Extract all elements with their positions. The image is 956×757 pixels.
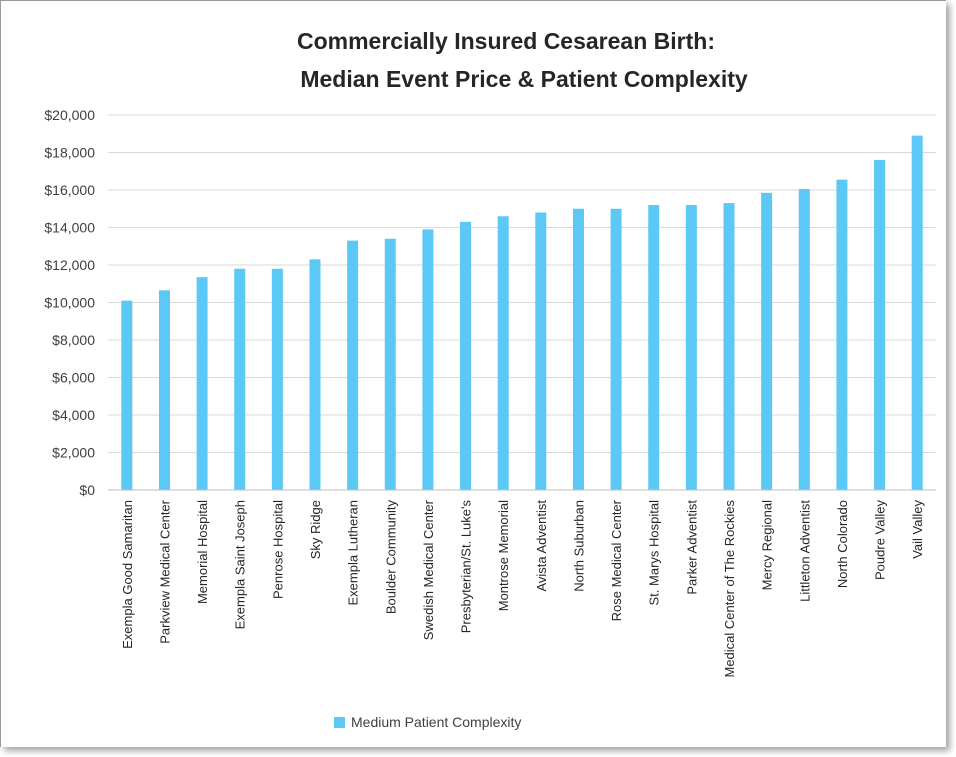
x-tick-label: Mercy Regional [760,500,775,590]
bar [761,192,773,490]
legend: Medium Patient Complexity [334,714,521,730]
x-tick-label: Memorial Hospital [195,500,210,604]
x-tick-label: Swedish Medical Center [421,499,436,640]
gridlines [108,114,936,453]
x-tick-label: Montrose Memorial [496,500,511,611]
x-tick-label: Avista Adventist [534,500,549,592]
y-axis-ticks: $0 $2,000 $4,000 $6,000 $8,000 $10,000 $12,000… [44,107,95,498]
x-tick-label: Presbyterian/St. Luke's [459,500,474,634]
x-tick-label: Sky Ridge [308,500,323,559]
bar [271,268,283,490]
y-tick-label: $2,000 [52,445,95,461]
x-axis-labels: Exempla Good Samaritan Parkview Medical C… [120,499,925,677]
y-tick-label: $8,000 [52,332,95,348]
x-tick-label: Littleton Adventist [797,500,812,602]
legend-label: Medium Patient Complexity [351,714,521,730]
bar [610,208,622,490]
x-tick-label: Parker Adventist [684,500,699,595]
bar [685,205,697,490]
y-tick-label: $16,000 [44,182,95,198]
bar [234,268,246,490]
bar [648,205,660,490]
bar [535,212,547,490]
chart-frame [0,0,946,747]
x-tick-label: Poudre Valley [873,500,888,580]
bar [723,203,735,490]
bar [422,229,434,490]
x-tick-label: North Suburban [571,500,586,592]
bar [497,216,509,490]
bar [836,179,848,490]
bar [121,300,133,490]
bar [347,240,359,490]
y-tick-label: $14,000 [44,220,95,236]
x-tick-label: Vail Valley [910,500,925,559]
y-tick-label: $18,000 [44,145,95,161]
legend-swatch [334,717,345,728]
y-tick-label: $12,000 [44,257,95,273]
x-tick-label: Parkview Medical Center [157,499,172,643]
y-tick-label: $10,000 [44,295,95,311]
bar [572,208,584,490]
x-tick-label: Exempla Saint Joseph [233,500,248,629]
x-tick-label: North Colorado [835,500,850,588]
y-tick-label: $6,000 [52,370,95,386]
y-tick-label: $0 [79,482,95,498]
bar [384,238,396,490]
bar [158,290,170,490]
bars [121,135,923,490]
x-tick-label: Boulder Community [383,500,398,615]
x-tick-label: St. Marys Hospital [647,500,662,606]
y-tick-label: $20,000 [44,107,95,123]
y-tick-label: $4,000 [52,407,95,423]
x-tick-label: Exempla Good Samaritan [120,500,135,649]
chart-title-line-1: Commercially Insured Cesarean Birth: [297,28,715,54]
bar [196,277,208,490]
bar [874,160,886,490]
bar [911,135,923,490]
x-tick-label: Penrose Hospital [270,500,285,599]
x-tick-label: Medical Center of The Rockies [722,500,737,678]
bar [460,221,472,490]
chart-title-line-2: Median Event Price & Patient Complexity [300,66,748,92]
bar [798,189,810,490]
bar [309,259,321,490]
x-tick-label: Exempla Lutheran [346,500,361,606]
x-tick-label: Rose Medical Center [609,499,624,621]
